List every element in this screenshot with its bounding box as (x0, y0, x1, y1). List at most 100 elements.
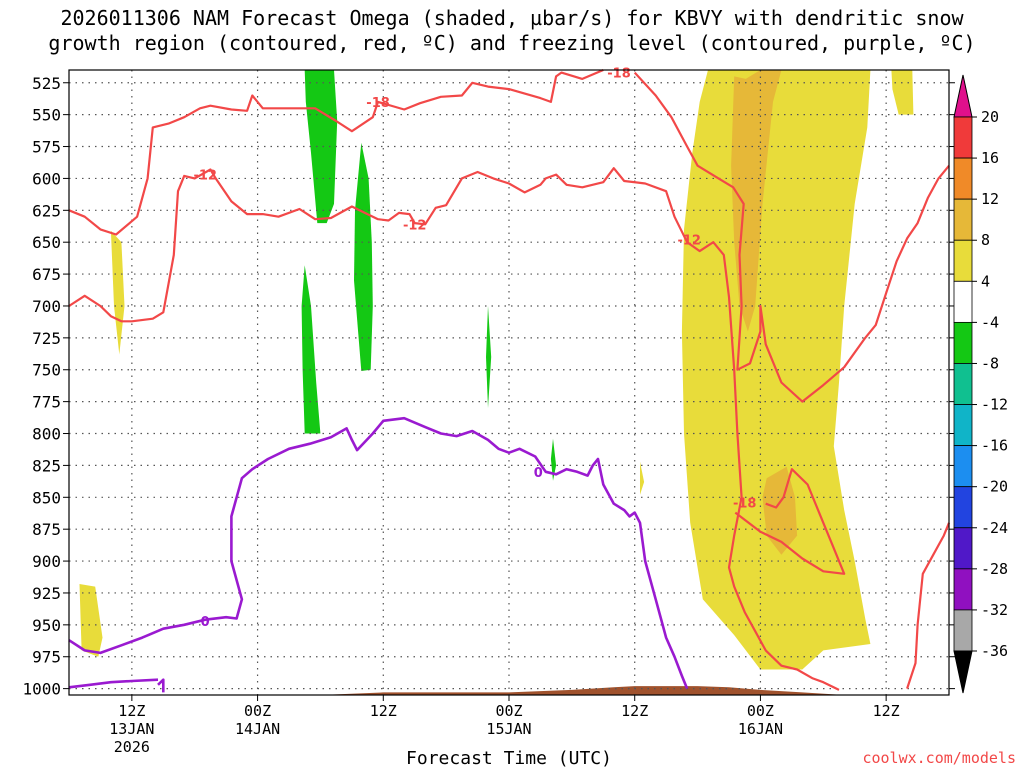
colorbar-band-12 (953, 609, 973, 652)
y-tick-label-575: 575 (32, 138, 61, 157)
y-tick-label-975: 975 (32, 648, 61, 667)
x-tick-label-18-0: 00Z (244, 702, 271, 720)
colorbar-legend: 20 16 12 8 4 -4 -8 -12 -16 -20 -24 -28 -32 -36 (953, 74, 1008, 694)
colorbar-label-10: -24 (981, 519, 1008, 537)
y-tick-label-850: 850 (32, 488, 61, 507)
omega-region-6 (79, 584, 103, 657)
x-tick-label-30-0: 12Z (370, 702, 397, 720)
omega-region-1 (354, 142, 373, 371)
contour-label-0: -18 (366, 96, 390, 111)
y-tick-label-950: 950 (32, 616, 61, 635)
colorbar-label-3: 8 (981, 231, 990, 249)
dgz-contour-2 (633, 71, 950, 403)
y-tick-label-925: 925 (32, 584, 61, 603)
y-tick-label-600: 600 (32, 169, 61, 188)
contour-label-4: -12 (677, 234, 701, 249)
colorbar-band-8 (953, 445, 973, 488)
chart-title-line-1: 2026011306 NAM Forecast Omega (shaded, µ… (60, 6, 964, 30)
colorbar-label-1: 16 (981, 149, 999, 167)
contour-label-5: -18 (733, 496, 757, 511)
ground-area (69, 686, 949, 695)
colorbar-band-1 (953, 157, 973, 200)
grid-lines (69, 70, 949, 695)
omega-region-5 (110, 230, 125, 355)
x-axis-label: Forecast Time (UTC) (406, 748, 612, 768)
omega-shading (79, 70, 914, 670)
dgz-contour-5 (906, 522, 951, 689)
freezing-contour-1 (157, 678, 165, 693)
omega-region-10 (731, 70, 782, 332)
colorbar-label-0: 20 (981, 108, 999, 126)
y-tick-label-875: 875 (32, 520, 61, 539)
y-tick-label-725: 725 (32, 329, 61, 348)
y-tick-label-550: 550 (32, 106, 61, 125)
colorbar-bottom-arrow (953, 650, 973, 694)
y-tick-label-775: 775 (32, 393, 61, 412)
colorbar-label-4: 4 (981, 272, 990, 290)
omega-region-2 (301, 265, 321, 434)
colorbar-label-13: -36 (981, 642, 1008, 660)
x-tick-label-78-0: 12Z (873, 702, 900, 720)
colorbar-band-0 (953, 116, 973, 159)
colorbar-label-2: 12 (981, 190, 999, 208)
colorbar-band-10 (953, 527, 973, 570)
y-axis: 525 550 575 600 625 650 675 700 725 750 775 800 825 8… (22, 74, 955, 699)
x-tick-label-18-1: 14JAN (235, 720, 280, 738)
colorbar-band-2 (953, 198, 973, 241)
colorbar-band-6 (953, 363, 973, 405)
colorbar-band-11 (953, 568, 973, 611)
colorbar-band-9 (953, 486, 973, 529)
colorbar-band-7 (953, 404, 973, 447)
omega-region-11 (762, 466, 798, 555)
colorbar-band-3 (953, 239, 973, 282)
chart-title-line-2: growth region (contoured, red, ºC) and f… (48, 31, 975, 55)
contour-label-3: -12 (403, 218, 427, 233)
x-tick-label-66-1: 16JAN (738, 720, 783, 738)
freezing-contour-2 (68, 678, 159, 689)
y-tick-label-900: 900 (32, 552, 61, 571)
dgz-contour-3 (734, 468, 846, 575)
y-tick-label-700: 700 (32, 297, 61, 316)
x-tick-label-42-0: 00Z (495, 702, 522, 720)
colorbar-label-8: -16 (981, 437, 1008, 455)
colorbar-band-4 (953, 280, 973, 323)
contour-label-6: 0 (201, 615, 210, 630)
x-tick-label-6-0: 12Z (118, 702, 145, 720)
x-tick-label-6-1: 13JAN (109, 720, 154, 738)
colorbar-top-arrow (953, 74, 973, 118)
y-tick-label-825: 825 (32, 456, 61, 475)
x-tick-label-66-0: 00Z (747, 702, 774, 720)
y-tick-label-675: 675 (32, 265, 61, 284)
contour-lines (68, 68, 951, 693)
omega-region-4 (550, 438, 557, 481)
x-tick-label-6-2: 2026 (114, 738, 150, 756)
colorbar-label-5: -4 (981, 313, 999, 331)
colorbar-label-12: -32 (981, 601, 1008, 619)
contour-label-2: -12 (193, 169, 217, 184)
omega-region-7 (640, 461, 645, 495)
y-tick-label-800: 800 (32, 425, 61, 444)
x-tick-label-54-0: 12Z (621, 702, 648, 720)
credit-link[interactable]: coolwx.com/models (862, 749, 1016, 767)
dgz-contour-4 (68, 167, 840, 691)
x-tick-label-42-1: 15JAN (486, 720, 531, 738)
y-tick-label-1000: 1000 (22, 680, 61, 699)
y-tick-label-750: 750 (32, 361, 61, 380)
colorbar-label-11: -28 (981, 560, 1008, 578)
dgz-contour-0 (68, 68, 604, 236)
y-tick-label-625: 625 (32, 201, 61, 220)
y-tick-label-650: 650 (32, 233, 61, 252)
colorbar-band-5 (953, 321, 973, 364)
contour-labels: -18 -18 -12 -12 -12 -18 0 0 (193, 67, 756, 630)
y-tick-label-525: 525 (32, 74, 61, 93)
colorbar-label-9: -20 (981, 478, 1008, 496)
colorbar-label-7: -12 (981, 396, 1008, 414)
freezing-contour-0 (68, 416, 689, 690)
contour-label-7: 0 (534, 466, 543, 481)
omega-region-9 (891, 70, 914, 115)
ground-surface (69, 686, 949, 695)
colorbar-label-6: -8 (981, 354, 999, 372)
contour-label-1: -18 (607, 67, 631, 82)
